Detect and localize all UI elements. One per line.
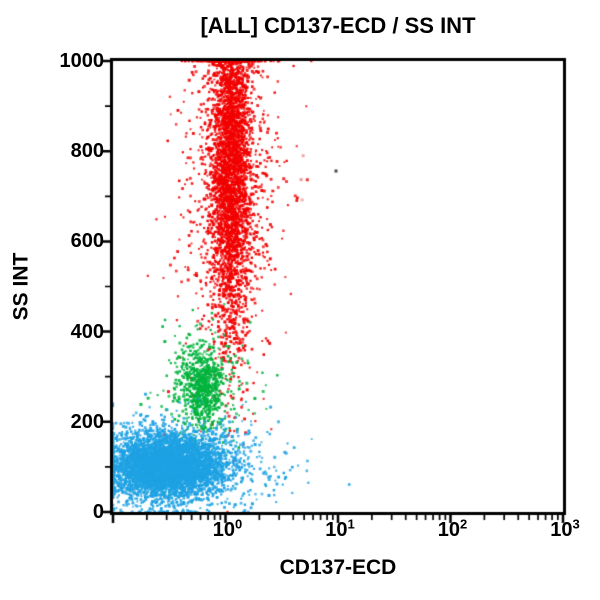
y-axis-label: SS INT — [9, 252, 33, 321]
x-tick-label: 100 — [212, 516, 243, 541]
y-tick-label: 200 — [70, 410, 104, 433]
y-tick-label: 1000 — [59, 50, 105, 72]
x-tick-label: 103 — [550, 516, 580, 541]
chart-title: [ALL] CD137-ECD / SS INT — [200, 13, 476, 38]
x-tick-label: 102 — [437, 516, 468, 541]
x-tick-label: 101 — [325, 516, 355, 541]
y-tick-label: 400 — [70, 320, 104, 343]
y-tick-label: 800 — [70, 140, 104, 163]
x-axis-label: CD137-ECD — [279, 556, 397, 579]
y-tick-label: 0 — [92, 501, 104, 523]
y-tick-label: 600 — [70, 230, 104, 253]
